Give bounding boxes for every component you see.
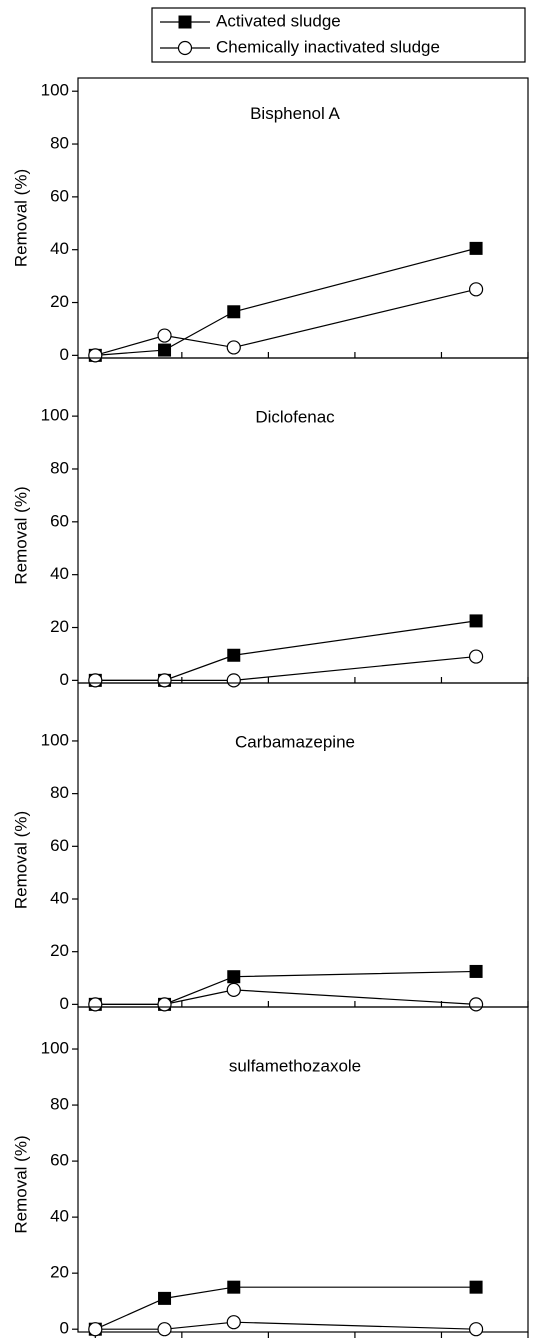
y-tick-label: 80 bbox=[50, 1095, 69, 1114]
y-axis-label: Removal (%) bbox=[11, 486, 30, 584]
legend-marker bbox=[178, 15, 192, 29]
x-tick-label: 25 bbox=[519, 1337, 538, 1340]
marker bbox=[226, 340, 241, 355]
marker bbox=[469, 614, 483, 628]
x-tick-label: 5 bbox=[177, 1337, 186, 1340]
y-axis-label: Removal (%) bbox=[11, 169, 30, 267]
marker bbox=[88, 673, 103, 688]
marker bbox=[227, 970, 241, 984]
marker bbox=[157, 673, 172, 688]
marker bbox=[468, 997, 484, 1012]
marker bbox=[227, 648, 241, 662]
marker bbox=[226, 982, 241, 997]
series-line bbox=[95, 247, 477, 356]
marker bbox=[468, 1322, 484, 1337]
legend-label: Activated sludge bbox=[216, 11, 341, 30]
y-tick-label: 20 bbox=[50, 617, 69, 636]
y-tick-label: 0 bbox=[60, 994, 69, 1013]
y-tick-label: 0 bbox=[60, 670, 69, 689]
marker bbox=[157, 997, 172, 1012]
y-tick-label: 40 bbox=[50, 1207, 69, 1226]
series-line bbox=[95, 620, 477, 681]
series-line bbox=[95, 989, 477, 1005]
marker bbox=[157, 328, 172, 343]
panel-title: Bisphenol A bbox=[250, 104, 340, 123]
marker bbox=[158, 343, 172, 357]
marker bbox=[469, 1280, 483, 1294]
legend-marker bbox=[177, 40, 193, 56]
series-line bbox=[95, 970, 477, 1005]
x-tick-label: 15 bbox=[345, 1337, 364, 1340]
y-tick-label: 100 bbox=[41, 81, 69, 100]
y-tick-label: 80 bbox=[50, 134, 69, 153]
y-tick-label: 60 bbox=[50, 511, 69, 530]
marker bbox=[469, 241, 483, 255]
series-line bbox=[95, 655, 477, 681]
marker bbox=[468, 282, 484, 297]
y-tick-label: 40 bbox=[50, 239, 69, 258]
panel-title: Carbamazepine bbox=[235, 733, 355, 752]
marker bbox=[468, 649, 484, 664]
marker bbox=[157, 1322, 172, 1337]
y-tick-label: 0 bbox=[60, 1319, 69, 1338]
y-tick-label: 100 bbox=[41, 1039, 69, 1058]
marker bbox=[88, 348, 103, 363]
marker bbox=[227, 1280, 241, 1294]
y-tick-label: 80 bbox=[50, 783, 69, 802]
series-line bbox=[95, 288, 477, 356]
y-tick-label: 20 bbox=[50, 1263, 69, 1282]
x-tick-label: 10 bbox=[259, 1337, 278, 1340]
series-line bbox=[95, 1321, 477, 1330]
plot-frame bbox=[77, 682, 529, 1008]
marker bbox=[158, 1291, 172, 1305]
y-tick-label: 100 bbox=[41, 730, 69, 749]
y-tick-label: 60 bbox=[50, 186, 69, 205]
series-line bbox=[95, 1286, 477, 1330]
legend-box bbox=[151, 7, 526, 63]
marker bbox=[88, 997, 103, 1012]
marker bbox=[226, 673, 241, 688]
marker bbox=[226, 1315, 241, 1330]
y-axis-label: Removal (%) bbox=[11, 1135, 30, 1233]
y-tick-label: 0 bbox=[60, 345, 69, 364]
plot-frame bbox=[77, 1006, 529, 1333]
y-axis-label: Removal (%) bbox=[11, 811, 30, 909]
y-tick-label: 20 bbox=[50, 292, 69, 311]
y-tick-label: 40 bbox=[50, 888, 69, 907]
x-tick-label: 20 bbox=[432, 1337, 451, 1340]
y-tick-label: 20 bbox=[50, 941, 69, 960]
y-tick-label: 100 bbox=[41, 406, 69, 425]
y-tick-label: 80 bbox=[50, 458, 69, 477]
legend-label: Chemically inactivated sludge bbox=[216, 37, 440, 56]
marker bbox=[469, 964, 483, 978]
y-tick-label: 60 bbox=[50, 836, 69, 855]
y-tick-label: 60 bbox=[50, 1151, 69, 1170]
panel-title: sulfamethozaxole bbox=[229, 1057, 361, 1076]
marker bbox=[88, 1322, 103, 1337]
y-tick-label: 40 bbox=[50, 564, 69, 583]
x-tick-label: 0 bbox=[91, 1337, 100, 1340]
marker bbox=[227, 305, 241, 319]
panel-title: Diclofenac bbox=[255, 408, 335, 427]
